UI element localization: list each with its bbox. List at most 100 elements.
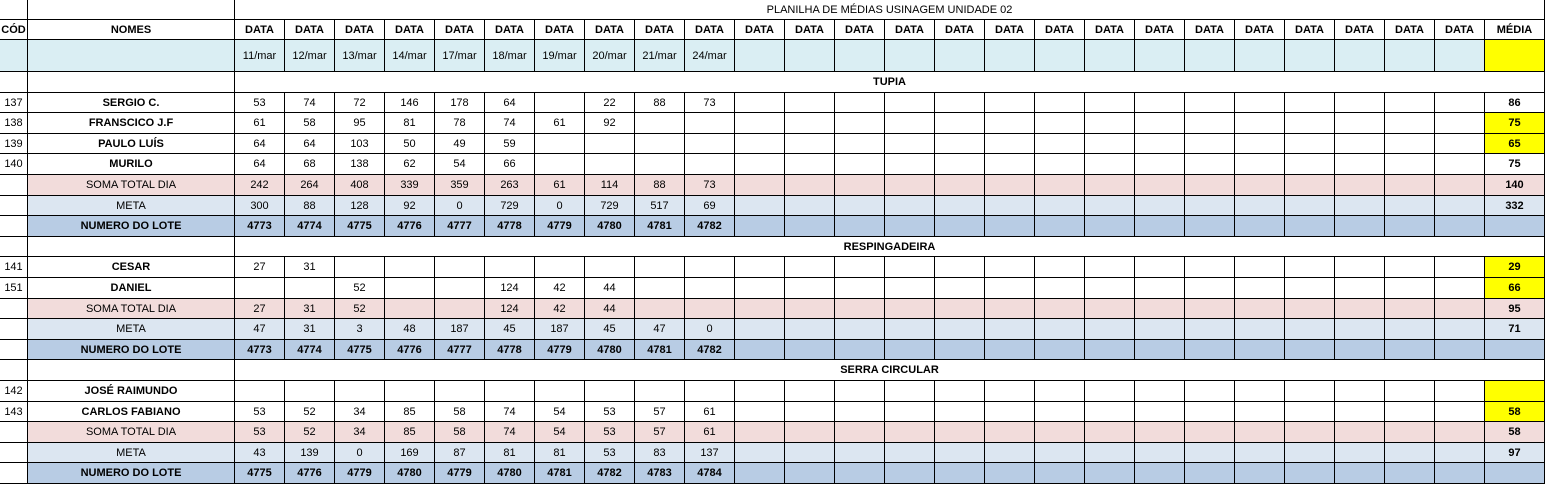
meta-value-cell[interactable]: [1285, 319, 1335, 340]
person-value-cell[interactable]: [935, 93, 985, 113]
meta-value-cell[interactable]: 187: [535, 319, 585, 340]
person-value-cell[interactable]: [1185, 402, 1235, 422]
person-value-cell[interactable]: [1385, 93, 1435, 113]
sheet-title[interactable]: PLANILHA DE MÉDIAS USINAGEM UNIDADE 02: [235, 0, 1545, 20]
media-cell[interactable]: 71: [1485, 319, 1545, 340]
lote-value-cell[interactable]: [1435, 463, 1485, 484]
person-value-cell[interactable]: [1085, 402, 1135, 422]
meta-value-cell[interactable]: 729: [585, 196, 635, 216]
lote-value-cell[interactable]: 4775: [235, 463, 285, 484]
person-value-cell[interactable]: [1385, 154, 1435, 175]
person-value-cell[interactable]: 68: [285, 154, 335, 175]
person-value-cell[interactable]: 64: [235, 134, 285, 154]
person-name[interactable]: SERGIO C.: [28, 93, 235, 113]
soma-value-cell[interactable]: [1385, 175, 1435, 196]
soma-value-cell[interactable]: [785, 299, 835, 319]
meta-value-cell[interactable]: [835, 196, 885, 216]
person-value-cell[interactable]: [1235, 278, 1285, 299]
cod-cell[interactable]: [0, 422, 28, 443]
person-value-cell[interactable]: 64: [485, 93, 535, 113]
meta-value-cell[interactable]: [1035, 443, 1085, 463]
person-value-cell[interactable]: [1035, 134, 1085, 154]
person-value-cell[interactable]: [1085, 278, 1135, 299]
date-row-cod[interactable]: [0, 40, 28, 72]
person-value-cell[interactable]: 27: [235, 257, 285, 278]
meta-value-cell[interactable]: [1385, 196, 1435, 216]
section-name-cell[interactable]: [28, 360, 235, 381]
section-cod-cell[interactable]: [0, 237, 28, 257]
lote-value-cell[interactable]: [1435, 216, 1485, 237]
lote-value-cell[interactable]: [935, 340, 985, 360]
person-value-cell[interactable]: [1135, 257, 1185, 278]
person-value-cell[interactable]: [1085, 381, 1135, 402]
media-cell[interactable]: 65: [1485, 134, 1545, 154]
section-cod-cell[interactable]: [0, 72, 28, 93]
cod-cell[interactable]: 139: [0, 134, 28, 154]
person-value-cell[interactable]: [1335, 154, 1385, 175]
soma-value-cell[interactable]: 359: [435, 175, 485, 196]
person-value-cell[interactable]: [1385, 381, 1435, 402]
lote-value-cell[interactable]: 4779: [335, 463, 385, 484]
cod-cell[interactable]: 141: [0, 257, 28, 278]
person-value-cell[interactable]: 54: [435, 154, 485, 175]
person-value-cell[interactable]: 74: [485, 402, 535, 422]
cod-cell[interactable]: 137: [0, 93, 28, 113]
date-cell[interactable]: [1085, 40, 1135, 72]
soma-value-cell[interactable]: [1335, 175, 1385, 196]
person-value-cell[interactable]: [985, 154, 1035, 175]
meta-value-cell[interactable]: 69: [685, 196, 735, 216]
person-value-cell[interactable]: [1085, 154, 1135, 175]
soma-value-cell[interactable]: 61: [535, 175, 585, 196]
person-value-cell[interactable]: [1285, 93, 1335, 113]
person-value-cell[interactable]: [235, 278, 285, 299]
header-data[interactable]: DATA: [285, 20, 335, 40]
section-label[interactable]: TUPIA: [235, 72, 1545, 93]
meta-value-cell[interactable]: [1085, 319, 1135, 340]
header-data[interactable]: DATA: [985, 20, 1035, 40]
soma-value-cell[interactable]: [935, 299, 985, 319]
lote-value-cell[interactable]: [1385, 216, 1435, 237]
person-value-cell[interactable]: [1035, 93, 1085, 113]
meta-value-cell[interactable]: [1435, 196, 1485, 216]
meta-value-cell[interactable]: [1185, 319, 1235, 340]
soma-value-cell[interactable]: 34: [335, 422, 385, 443]
person-value-cell[interactable]: 74: [285, 93, 335, 113]
soma-value-cell[interactable]: [1085, 422, 1135, 443]
person-value-cell[interactable]: [735, 93, 785, 113]
meta-value-cell[interactable]: [935, 319, 985, 340]
meta-value-cell[interactable]: [885, 319, 935, 340]
soma-value-cell[interactable]: [635, 299, 685, 319]
person-value-cell[interactable]: [1435, 381, 1485, 402]
date-cell[interactable]: 11/mar: [235, 40, 285, 72]
meta-value-cell[interactable]: 83: [635, 443, 685, 463]
person-value-cell[interactable]: [685, 154, 735, 175]
person-value-cell[interactable]: [1435, 134, 1485, 154]
header-data[interactable]: DATA: [1335, 20, 1385, 40]
soma-value-cell[interactable]: [685, 299, 735, 319]
soma-value-cell[interactable]: [385, 299, 435, 319]
header-data[interactable]: DATA: [1035, 20, 1085, 40]
meta-value-cell[interactable]: [1135, 443, 1185, 463]
lote-value-cell[interactable]: [785, 216, 835, 237]
person-value-cell[interactable]: 52: [335, 278, 385, 299]
lote-value-cell[interactable]: 4776: [385, 340, 435, 360]
person-value-cell[interactable]: [1235, 93, 1285, 113]
person-value-cell[interactable]: [1435, 154, 1485, 175]
person-value-cell[interactable]: 78: [435, 113, 485, 134]
soma-value-cell[interactable]: [835, 299, 885, 319]
person-value-cell[interactable]: [1135, 134, 1185, 154]
meta-value-cell[interactable]: [985, 196, 1035, 216]
meta-value-cell[interactable]: 47: [235, 319, 285, 340]
person-value-cell[interactable]: 34: [335, 402, 385, 422]
blank-cell[interactable]: [28, 0, 235, 20]
meta-value-cell[interactable]: [1185, 196, 1235, 216]
header-data[interactable]: DATA: [885, 20, 935, 40]
person-value-cell[interactable]: [1085, 93, 1135, 113]
person-value-cell[interactable]: 57: [635, 402, 685, 422]
media-cell[interactable]: 140: [1485, 175, 1545, 196]
cod-cell[interactable]: [0, 463, 28, 484]
date-cell[interactable]: 13/mar: [335, 40, 385, 72]
lote-value-cell[interactable]: 4773: [235, 216, 285, 237]
soma-value-cell[interactable]: [735, 175, 785, 196]
date-cell[interactable]: [1385, 40, 1435, 72]
